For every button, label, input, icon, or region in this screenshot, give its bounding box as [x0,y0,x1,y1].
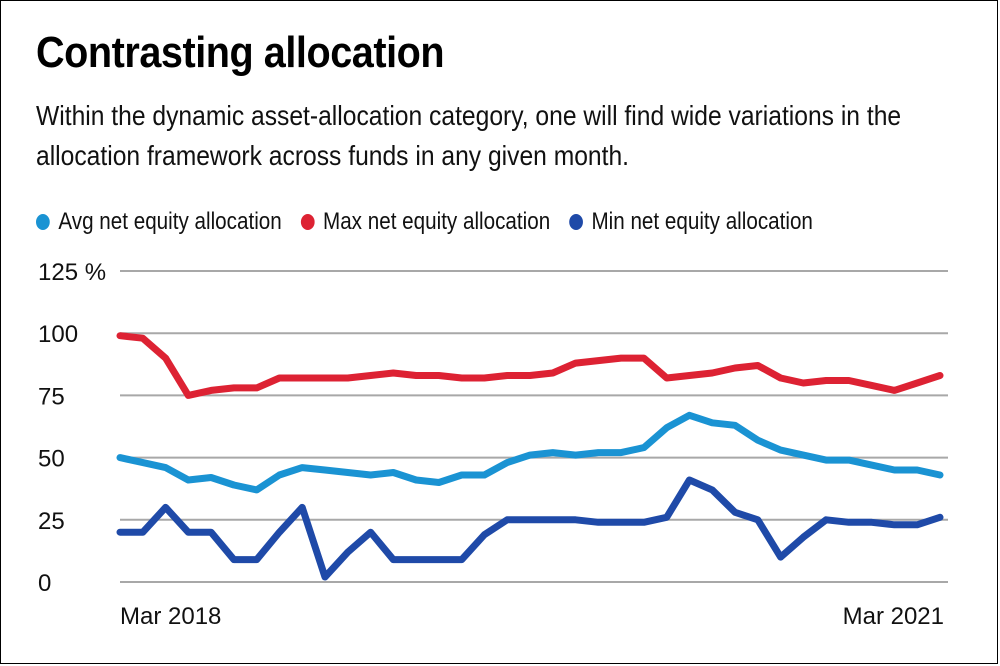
legend-swatch-max [300,214,315,230]
chart-title: Contrasting allocation [36,28,445,77]
y-tick-label: 0 [38,570,51,597]
legend-label-max: Max net equity allocation [323,208,551,235]
series-lines [116,332,944,581]
legend-swatch-avg [36,214,50,230]
chart-legend: Avg net equity allocation Max net equity… [36,208,832,236]
gridlines [120,270,948,583]
y-tick-label: 50 [38,446,65,473]
legend-item-avg: Avg net equity allocation [36,208,282,236]
legend-label-avg: Avg net equity allocation [58,208,282,235]
series-line-min [116,476,944,581]
y-tick-label: 75 [38,383,65,410]
x-axis-ticks: Mar 2018 Mar 2021 [120,603,944,630]
x-tick-label: Mar 2021 [843,603,944,630]
y-axis-ticks: 0 25 50 75 100 125 % [38,259,106,597]
legend-label-min: Min net equity allocation [591,208,813,235]
legend-item-min: Min net equity allocation [569,208,813,236]
x-tick-label: Mar 2018 [120,603,221,630]
y-tick-label: 100 [38,321,78,348]
y-tick-label: 125 % [38,259,106,286]
legend-swatch-min [569,214,583,230]
series-line-max [116,332,944,399]
chart-subtitle: Within the dynamic asset-allocation cate… [36,100,902,171]
legend-item-max: Max net equity allocation [300,208,551,236]
series-line-avg [116,411,944,494]
y-tick-label: 25 [38,508,65,535]
